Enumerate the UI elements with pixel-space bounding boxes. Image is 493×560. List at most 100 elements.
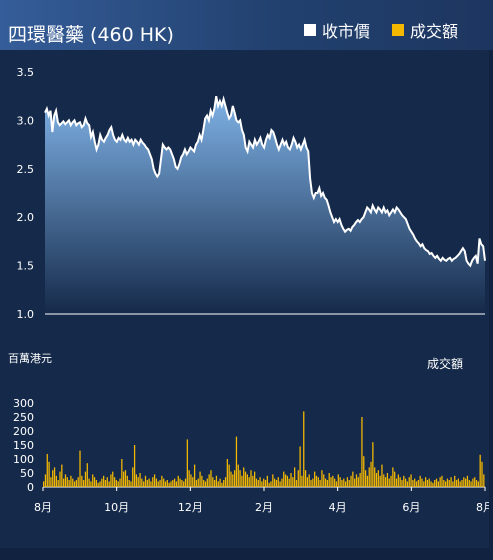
volume-bar [121,459,123,487]
volume-bar [177,475,179,487]
price-tick-label: 3.5 [17,66,35,79]
volume-bar [110,474,112,487]
volume-bar [481,461,483,487]
volume-bar [448,480,450,487]
volume-bar [104,480,107,487]
volume-bar [232,474,234,487]
volume-bar [213,480,216,487]
volume-bar [292,477,294,487]
volume-bar [370,461,372,487]
volume-bar [153,474,156,487]
volume-bar [99,481,101,487]
volume-bar [255,478,258,487]
volume-bar [339,477,341,487]
volume-bar [321,470,323,487]
volume-bar [308,474,310,487]
volume-bar [470,481,472,487]
volume-bar [384,477,387,487]
x-tick-label: 10月 [104,501,129,514]
volume-bar [364,470,367,487]
volume-bar [452,481,454,487]
volume-bar [383,474,385,487]
price-tick-label: 3.0 [17,114,35,127]
volume-bar [299,446,301,487]
volume-bar [477,481,479,487]
volume-bar [414,478,416,487]
volume-bar [366,475,369,487]
volume-bar [323,474,325,487]
volume-bar [290,473,292,487]
volume-bar [168,482,170,487]
volume-bar [43,481,45,487]
volume-bar [390,475,392,487]
volume-bar [468,480,470,487]
volume-bar [130,481,132,487]
volume-bar [208,474,210,487]
volume-bars [43,411,485,487]
volume-bar [119,478,121,487]
volume-tick-label: 100 [13,453,34,466]
volume-bar [337,474,339,487]
volume-bar [272,474,274,487]
volume-bar [363,456,365,487]
x-tick-label: 12月 [178,501,203,514]
volume-bar [426,480,429,487]
volume-bar [93,477,96,487]
volume-bar [215,475,218,487]
volume-bar [395,478,398,487]
volume-bar [355,474,358,487]
volume-bar [175,481,178,487]
volume-bar [250,470,252,487]
volume-bar [444,481,447,487]
volume-bar [283,471,285,487]
x-tick-label: 8月 [476,501,493,514]
volume-bar [326,480,329,487]
price-tick-label: 1.5 [17,260,35,273]
volume-unit-label: 百萬港元 [8,352,52,365]
volume-bar [346,477,349,487]
x-tick-label: 4月 [329,501,347,514]
volume-bar [275,480,278,487]
volume-bar [128,480,130,487]
volume-bar [197,478,199,487]
volume-bar [217,481,219,487]
volume-bar [428,478,430,487]
volume-bar [210,470,212,487]
volume-bar [332,475,334,487]
volume-bar [173,478,176,487]
volume-bar [68,480,70,487]
volume-bar [84,471,87,487]
volume-bar [132,467,134,487]
volume-bar [319,480,321,487]
volume-bar [183,481,185,487]
volume-bar [172,480,174,487]
volume-bar [259,477,261,487]
volume-bar [415,481,418,487]
volume-bar [146,480,148,487]
volume-bar [92,474,94,487]
volume-tick-label: 150 [13,439,34,452]
volume-bar [248,477,250,487]
volume-bar [270,481,272,487]
volume-bar [144,475,147,487]
volume-bar [48,461,50,487]
volume-bar [408,477,410,487]
volume-bar [223,480,225,487]
volume-bar [230,471,232,487]
volume-tick-label: 250 [13,411,34,424]
volume-bar [112,471,114,487]
volume-bar [417,480,419,487]
right-edge-strip [489,50,493,548]
volume-bar [284,474,287,487]
volume-bar [354,478,356,487]
volume-bar [334,478,336,487]
legend-volume-swatch [392,24,404,36]
volume-bar [46,453,48,487]
volume-bar [70,475,72,487]
volume-bar [226,459,228,487]
bottom-strip [0,548,493,560]
volume-bar [350,475,352,487]
volume-bar [430,481,432,487]
volume-bar [241,475,243,487]
volume-bar [263,478,265,487]
